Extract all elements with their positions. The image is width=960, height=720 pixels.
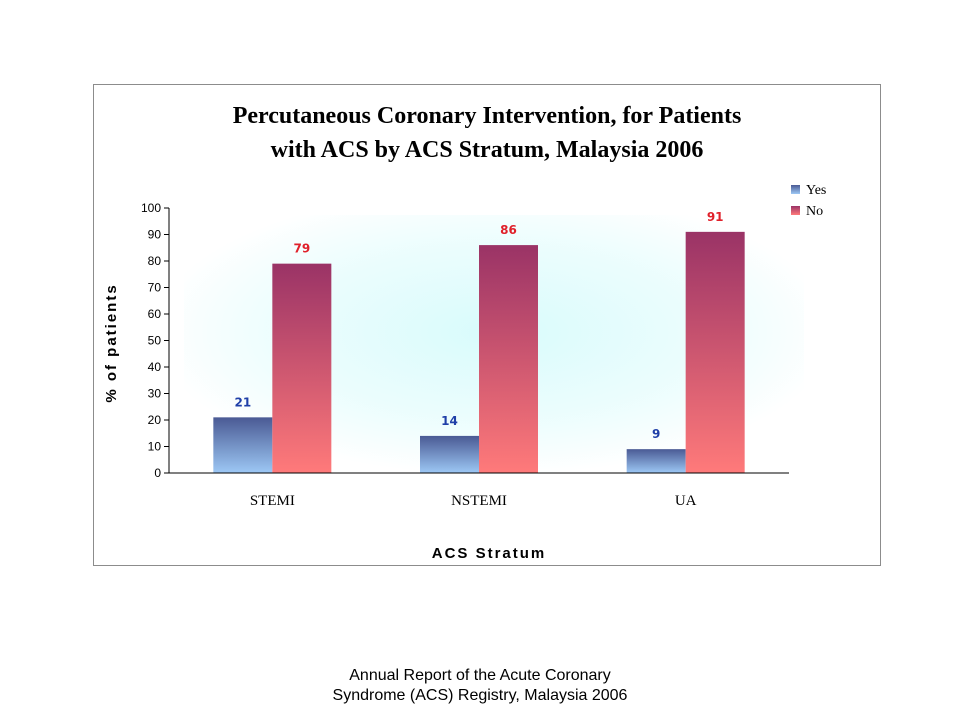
y-tick-label: 0	[154, 466, 161, 480]
data-label-yes-stemi: 21	[234, 395, 251, 409]
x-category-label-stemi: STEMI	[250, 493, 295, 509]
y-tick-label: 50	[148, 334, 162, 348]
bar-no-stemi	[272, 263, 332, 473]
bar-no-ua	[685, 231, 745, 473]
legend-swatch-yes	[791, 185, 800, 194]
bar-yes-nstemi	[420, 435, 479, 473]
y-tick-label: 80	[148, 254, 162, 268]
chart-title-line-2: with ACS by ACS Stratum, Malaysia 2006	[271, 137, 704, 163]
y-tick-label: 100	[141, 201, 161, 215]
data-label-no-ua: 91	[707, 210, 724, 224]
y-tick-label: 40	[148, 360, 162, 374]
y-tick-label: 30	[148, 387, 162, 401]
y-tick-label: 10	[148, 440, 162, 454]
x-axis-categories: STEMI NSTEMI UA	[250, 493, 697, 509]
y-axis-label: % of patients	[103, 283, 120, 402]
y-tick-label: 60	[148, 307, 162, 321]
chart-frame: Percutaneous Coronary Intervention, for …	[93, 84, 881, 566]
caption-line-2: Syndrome (ACS) Registry, Malaysia 2006	[332, 687, 628, 704]
x-category-label-nstemi: NSTEMI	[451, 493, 507, 509]
x-axis-label: ACS Stratum	[432, 545, 547, 562]
y-tick-label: 90	[148, 228, 162, 242]
data-label-no-nstemi: 86	[500, 223, 517, 237]
y-axis-ticks: 0 10 20 30 40 50 60 70 80 90 100	[141, 201, 169, 480]
legend-label-yes: Yes	[806, 183, 826, 198]
legend: Yes No	[791, 183, 826, 219]
x-category-label-ua: UA	[675, 493, 697, 509]
legend-swatch-no	[791, 206, 800, 215]
bar-no-nstemi	[479, 245, 538, 473]
data-label-yes-ua: 9	[652, 427, 660, 441]
bar-yes-stemi	[213, 417, 273, 473]
data-label-yes-nstemi: 14	[441, 414, 458, 428]
bars: 21 79 14 86 9 91	[213, 210, 745, 473]
caption-line-1: Annual Report of the Acute Coronary	[349, 667, 611, 684]
bar-yes-ua	[626, 449, 686, 473]
bar-chart: Percutaneous Coronary Intervention, for …	[103, 103, 826, 562]
y-tick-label: 70	[148, 281, 162, 295]
y-tick-label: 20	[148, 413, 162, 427]
legend-label-no: No	[806, 204, 823, 219]
chart-title-line-1: Percutaneous Coronary Intervention, for …	[233, 103, 742, 129]
data-label-no-stemi: 79	[293, 242, 310, 256]
